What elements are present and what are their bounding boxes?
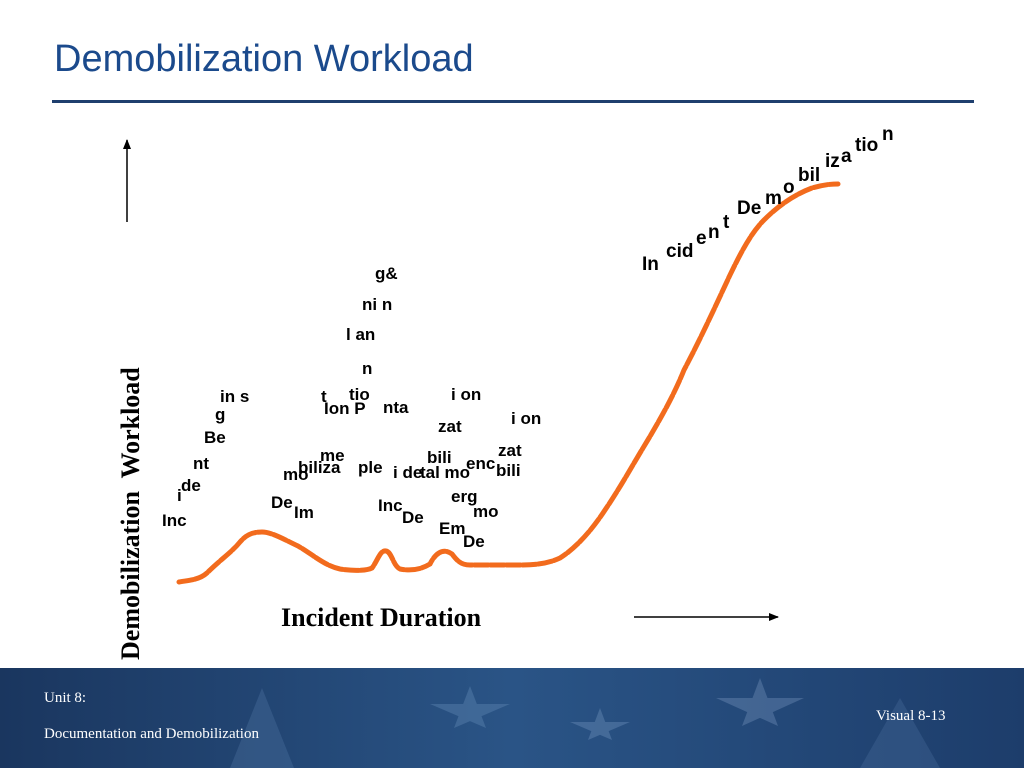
fragment: mo (283, 465, 309, 484)
curve-fragment: cid (666, 241, 693, 262)
title-divider (52, 100, 974, 103)
fragment: g (215, 405, 225, 424)
curve-fragment: a (841, 146, 852, 167)
fragment: in s (220, 387, 249, 406)
fragment: i de (393, 463, 422, 482)
curve-fragment: m (765, 188, 782, 209)
fragment: De (271, 493, 293, 512)
star-shape (430, 686, 510, 728)
fragment: tio (349, 385, 370, 404)
fragment: zat (498, 441, 522, 460)
footer-visual-number: Visual 8-13 (876, 708, 946, 724)
fragment: l an (346, 325, 375, 344)
fragment: Ion P (324, 399, 366, 418)
curve-fragment: In (642, 254, 659, 275)
arrow-shape (860, 698, 940, 768)
fragment: Im (294, 503, 314, 522)
curve-fragment: e (696, 228, 707, 249)
y-axis-label: Demobilization Workload (116, 367, 145, 660)
fragment: ni n (362, 295, 392, 314)
fragment: t (321, 387, 327, 406)
curve-fragment: t (723, 212, 730, 233)
curve-fragment: iz (825, 151, 840, 172)
fragment: nt (193, 454, 209, 473)
fragment: Be (204, 428, 226, 447)
curve-fragment: tio (855, 135, 878, 156)
fragment: n (362, 359, 372, 378)
star-shape (570, 708, 630, 740)
fragment: ple (358, 458, 383, 477)
fragment: Inc (378, 496, 403, 515)
fragment: me (320, 446, 345, 465)
fragment: enc (466, 454, 495, 473)
fragment: bili (427, 448, 452, 467)
curve-fragment: bil (798, 165, 820, 186)
curve-fragment: De (737, 198, 761, 219)
fragment: tal mo (420, 463, 470, 482)
fragment: i on (451, 385, 481, 404)
fragment: De (402, 508, 424, 527)
curve-fragment: o (783, 177, 795, 198)
fragment: biliza (298, 458, 341, 477)
fragment: mo (473, 502, 499, 521)
curve-fragment: n (882, 124, 894, 145)
workload-curve (176, 181, 841, 585)
x-axis-label: Incident Duration (281, 603, 482, 632)
fragment: Inc (162, 511, 187, 530)
workload-diagram: Demobilization Workload Incident Duratio… (116, 124, 894, 660)
fragment: i on (511, 409, 541, 428)
slide-footer: Unit 8: Documentation and Demobilization… (0, 668, 1024, 768)
footer-unit-title: Documentation and Demobilization (44, 726, 259, 742)
arrow-shape (230, 688, 294, 768)
fragment: zat (438, 417, 462, 436)
fragment: De (463, 532, 485, 551)
fragment: erg (451, 487, 477, 506)
footer-unit: Unit 8: (44, 690, 87, 706)
slide-title: Demobilization Workload (54, 38, 474, 80)
scattered-text-fragments: g& ni n l an n in s t tio i on g Ion P n… (162, 264, 541, 551)
fragment: i (177, 486, 182, 505)
curve-label-incident-demobilization: In cid e n t De m o bil iz a tio n (642, 124, 894, 275)
fragment: Em (439, 519, 465, 538)
fragment: nta (383, 398, 409, 417)
footer-background-art (0, 668, 1024, 768)
curve-fragment: n (708, 222, 720, 243)
fragment: g& (375, 264, 398, 283)
fragment: de (181, 476, 201, 495)
fragment: bili (496, 461, 521, 480)
star-shape (716, 678, 804, 726)
